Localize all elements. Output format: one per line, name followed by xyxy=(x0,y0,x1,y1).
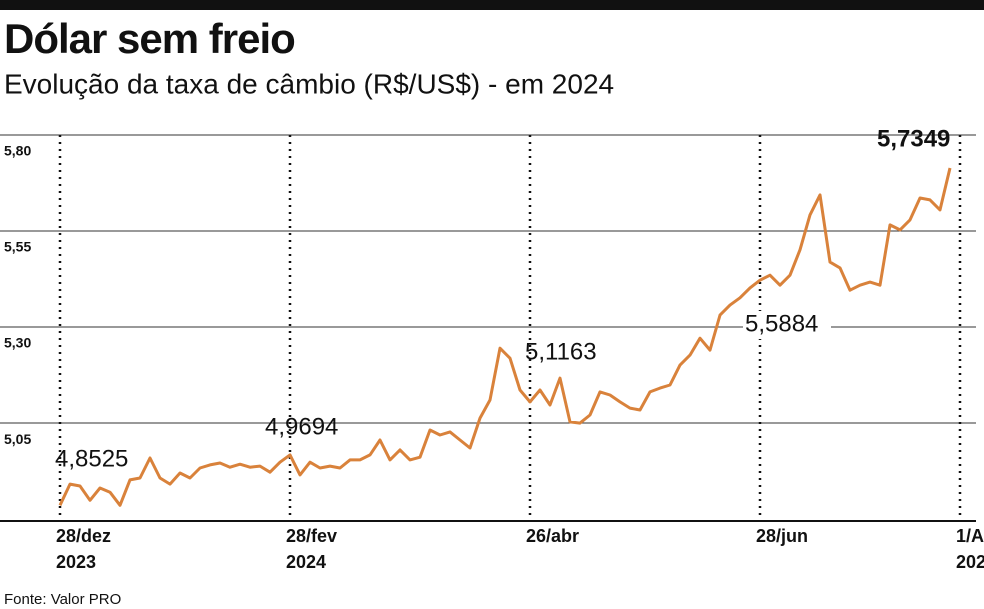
y-tick-label: 5,30 xyxy=(4,335,31,351)
x-tick-label: 28/jun xyxy=(756,526,808,546)
x-tick-label: 1/Ago xyxy=(956,526,984,546)
y-tick-label: 5,55 xyxy=(4,239,31,255)
annotation-bg xyxy=(743,311,831,339)
x-tick-label: 2024 xyxy=(956,552,984,572)
x-tick-label: 28/fev xyxy=(286,526,337,546)
x-tick-label: 26/abr xyxy=(526,526,579,546)
chart-subtitle: Evolução da taxa de câmbio (R$/US$) - em… xyxy=(4,68,614,99)
chart-title: Dólar sem freio xyxy=(4,15,295,62)
annotation: 4,9694 xyxy=(265,413,338,440)
top-bar xyxy=(0,0,984,10)
annotation: 5,1163 xyxy=(525,338,597,365)
y-tick-label: 5,80 xyxy=(4,143,31,159)
annotation: 5,5884 xyxy=(745,310,818,337)
annotation: 4,8525 xyxy=(55,445,128,472)
x-tick-label: 2024 xyxy=(286,552,326,572)
x-tick-label: 28/dez xyxy=(56,526,111,546)
source: Fonte: Valor PRO xyxy=(4,591,121,608)
rate-line xyxy=(58,167,952,507)
y-tick-label: 5,05 xyxy=(4,431,31,447)
x-tick-label: 2023 xyxy=(56,552,96,572)
annotation: 5,7349 xyxy=(877,125,950,152)
